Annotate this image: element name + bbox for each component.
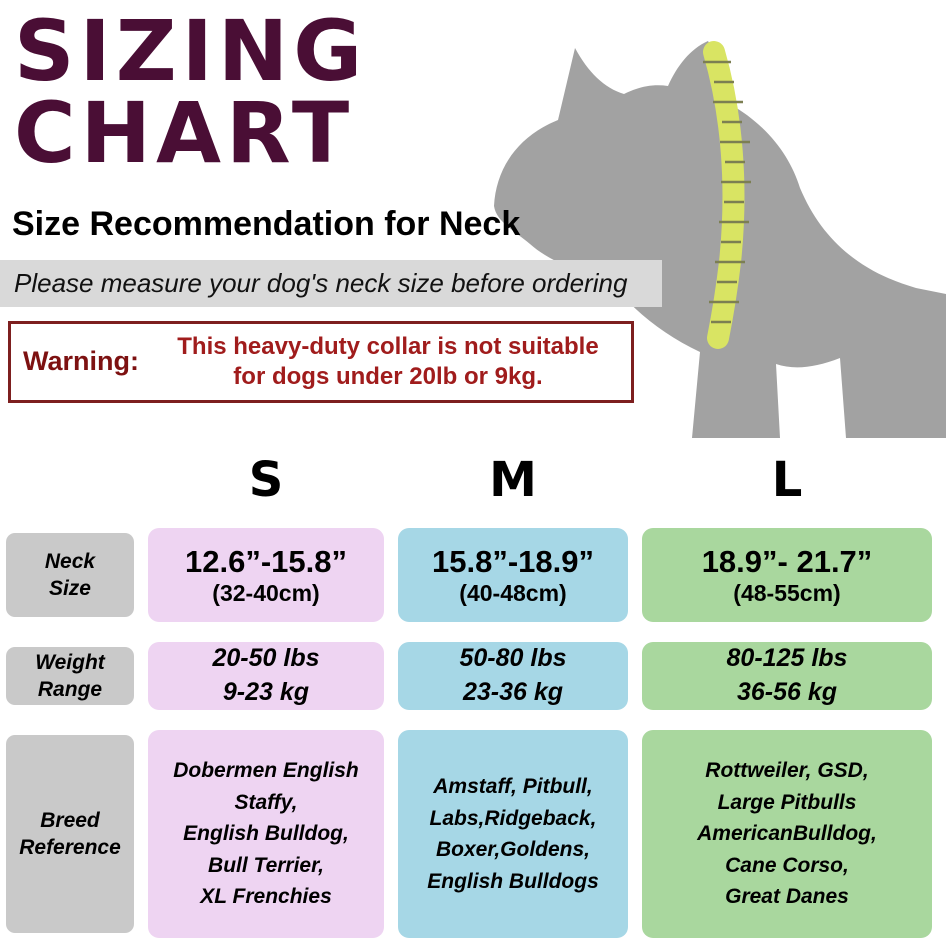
cell-breed-m: Amstaff, Pitbull, Labs,Ridgeback, Boxer,…: [398, 730, 628, 938]
row-label-weight-range: Weight Range: [6, 647, 134, 705]
cell-neck-s: 12.6”-15.8” (32-40cm): [148, 528, 384, 622]
cell-breed-s: Dobermen English Staffy, English Bulldog…: [148, 730, 384, 938]
cell-weight-m: 50-80 lbs 23-36 kg: [398, 642, 628, 710]
cell-weight-l: 80-125 lbs 36-56 kg: [642, 642, 932, 710]
cell-breed-l: Rottweiler, GSD, Large Pitbulls American…: [642, 730, 932, 938]
cell-neck-m: 15.8”-18.9” (40-48cm): [398, 528, 628, 622]
warning-box: Warning: This heavy-duty collar is not s…: [8, 320, 634, 403]
row-label-breed-reference: Breed Reference: [6, 735, 134, 933]
neck-size-s-value: 12.6”-15.8”: [185, 543, 347, 579]
breed-m-value: Amstaff, Pitbull, Labs,Ridgeback, Boxer,…: [427, 775, 599, 893]
size-table: S M L Neck Size 12.6”-15.8” (32-40cm) 15…: [6, 452, 932, 938]
neck-size-l-value: 18.9”- 21.7”: [701, 543, 873, 579]
row-label-neck-size: Neck Size: [6, 533, 134, 617]
measure-note: Please measure your dog's neck size befo…: [0, 259, 662, 307]
dog-illustration: [478, 36, 946, 438]
weight-m-value: 50-80 lbs 23-36 kg: [459, 644, 567, 706]
neck-size-m-value: 15.8”-18.9”: [432, 543, 594, 579]
collar-measuring-tape: [703, 41, 745, 349]
page-title-line1: SIZING: [14, 2, 368, 100]
column-header-l: L: [771, 452, 803, 508]
dog-silhouette: [494, 41, 946, 438]
column-header-m: M: [489, 452, 537, 508]
cell-neck-l: 18.9”- 21.7” (48-55cm): [642, 528, 932, 622]
breed-s-value: Dobermen English Staffy, English Bulldog…: [173, 759, 359, 909]
neck-size-l-metric: (48-55cm): [733, 579, 841, 606]
warning-text: This heavy-duty collar is not suitable f…: [177, 332, 599, 390]
collar-tick-marks: [703, 60, 751, 324]
neck-size-m-metric: (40-48cm): [459, 579, 567, 606]
table-corner-spacer: [6, 460, 134, 508]
page-title-line2: CHART: [14, 84, 355, 183]
cell-weight-s: 20-50 lbs 9-23 kg: [148, 642, 384, 710]
breed-l-value: Rottweiler, GSD, Large Pitbulls American…: [697, 759, 877, 909]
page-title: SIZING CHART: [14, 9, 946, 175]
dog-silhouette-svg: [494, 41, 946, 438]
neck-size-s-metric: (32-40cm): [212, 579, 320, 606]
weight-s-value: 20-50 lbs 9-23 kg: [212, 644, 320, 706]
warning-label: Warning:: [23, 346, 139, 377]
page-subtitle: Size Recommendation for Neck: [12, 204, 521, 243]
column-header-s: S: [248, 452, 284, 508]
weight-l-value: 80-125 lbs 36-56 kg: [726, 644, 848, 706]
